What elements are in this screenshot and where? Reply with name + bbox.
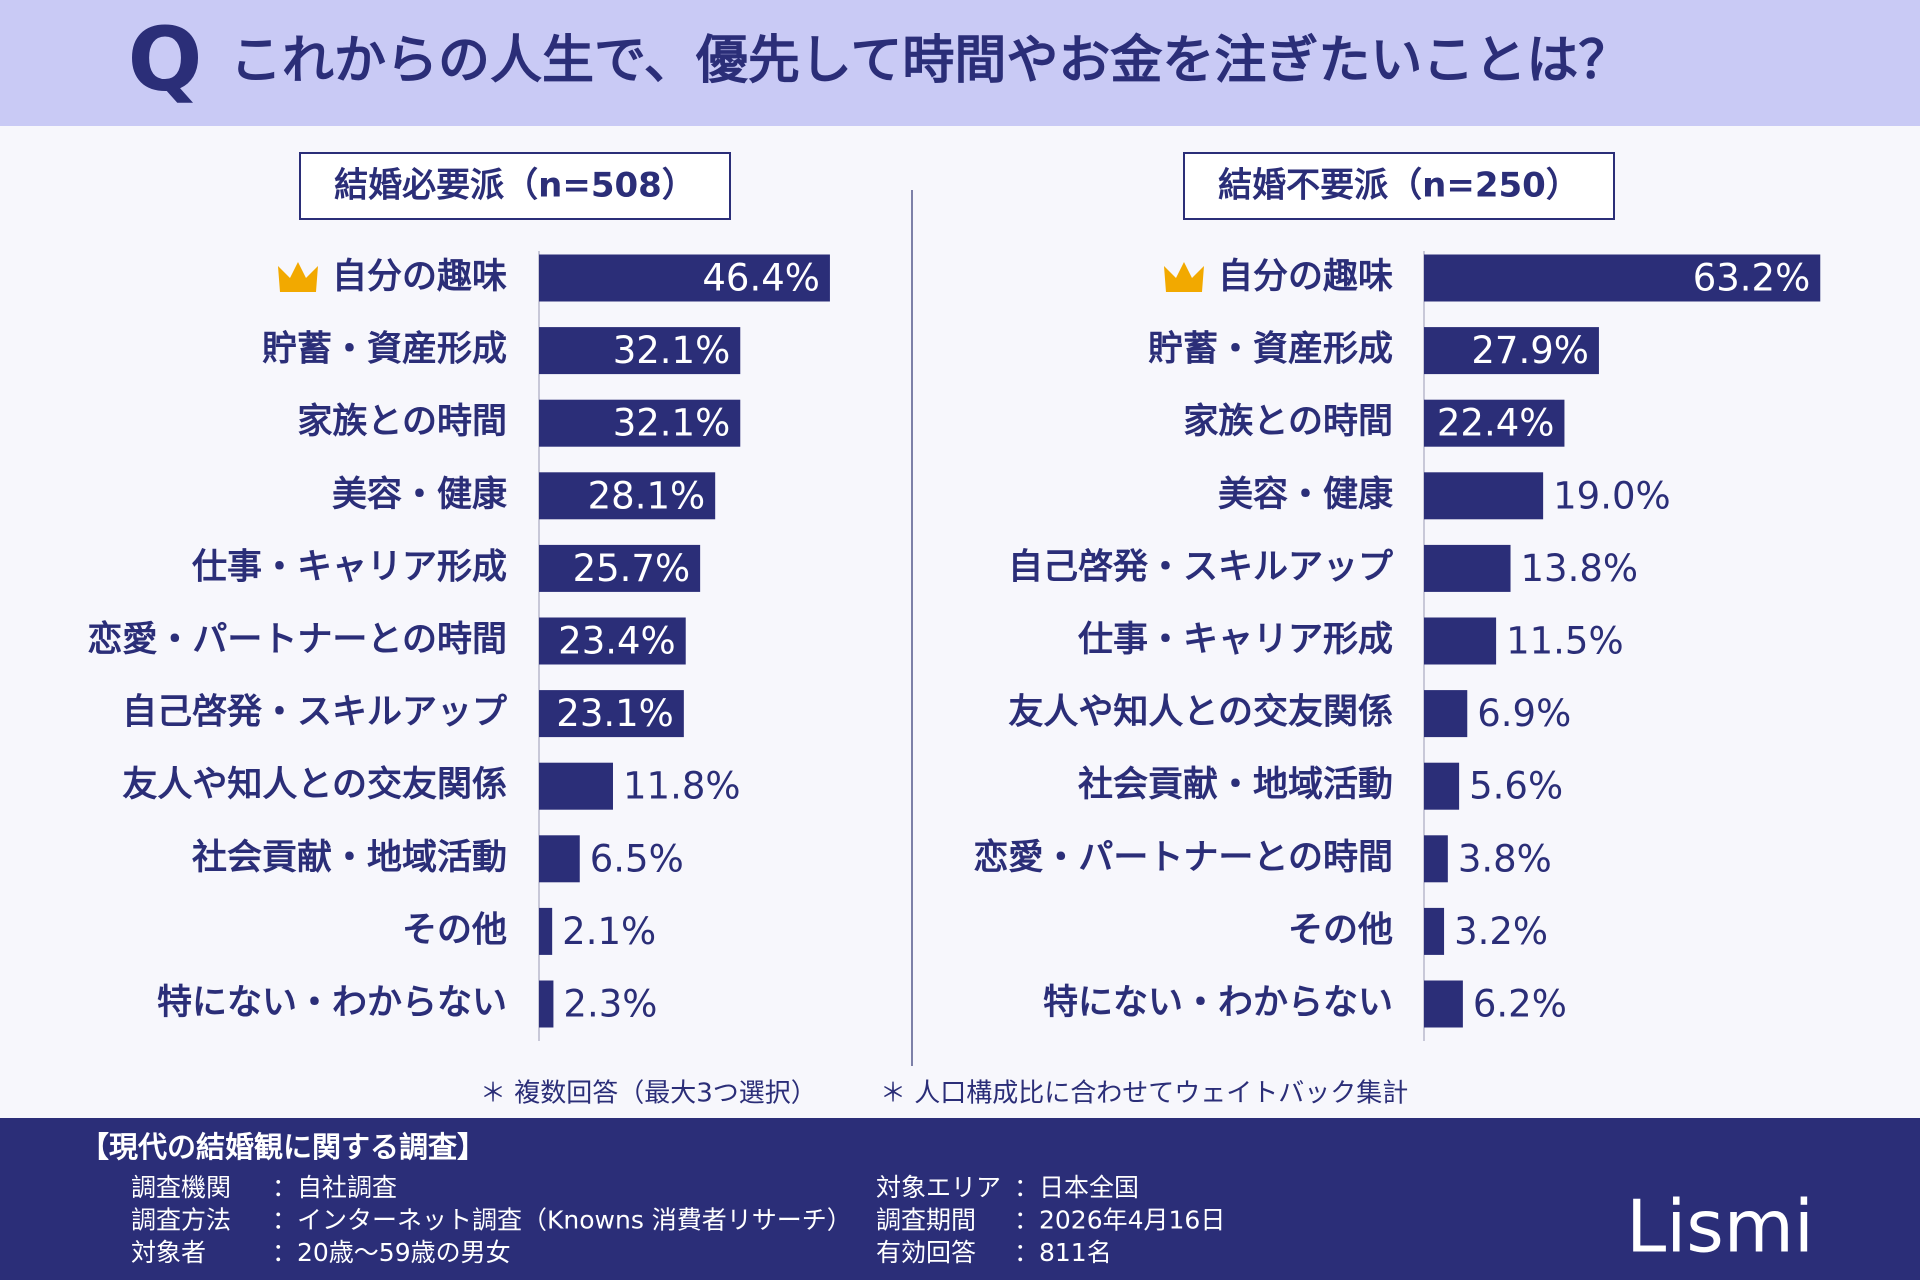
value-label: 6.9% — [1477, 692, 1571, 735]
value-label: 32.1% — [613, 329, 731, 372]
category-label: 美容・健康 — [1218, 474, 1393, 515]
bar — [1424, 399, 1565, 447]
panel-title-box — [1183, 152, 1615, 220]
bar — [1424, 254, 1821, 302]
category-label: 恋愛・パートナーとの時間 — [973, 837, 1393, 878]
crown-icon — [277, 262, 318, 292]
category-label: 自己啓発・スキルアップ — [122, 693, 507, 733]
category-label: 仕事・キャリア形成 — [192, 547, 507, 587]
note: ＊ 複数回答（最大3つ選択） — [480, 1079, 817, 1109]
bar — [1424, 327, 1599, 375]
value-label: 11.8% — [623, 765, 741, 808]
value-label: 28.1% — [588, 474, 706, 517]
bar — [1424, 472, 1544, 520]
header-band — [0, 0, 1920, 126]
value-label: 25.7% — [573, 547, 691, 590]
bar — [539, 544, 701, 592]
category-label: 仕事・キャリア形成 — [1078, 620, 1393, 660]
survey-label: 調査方法 — [131, 1206, 231, 1235]
category-label: 社会貢献・地域活動 — [1078, 765, 1393, 805]
bar — [539, 399, 741, 447]
bar — [1424, 762, 1460, 810]
value-label: 6.2% — [1473, 983, 1567, 1026]
value-label: 3.2% — [1454, 910, 1548, 953]
panel-title: 結婚必要派（n=508） — [334, 166, 696, 206]
category-label: 友人や知人との交友関係 — [122, 764, 507, 805]
survey-label: 調査期間 — [876, 1206, 976, 1235]
footer-band — [0, 1118, 1920, 1280]
category-label: 友人や知人との交友関係 — [1008, 692, 1393, 733]
value-label: 2.3% — [563, 983, 657, 1026]
category-label: 特にない・わからない — [1043, 983, 1393, 1023]
value-label: 63.2% — [1693, 257, 1811, 300]
crown-icon — [1163, 262, 1204, 292]
bar — [1424, 980, 1463, 1028]
category-label: その他 — [402, 910, 507, 950]
survey-label: 調査機関 — [131, 1173, 231, 1202]
bar — [539, 980, 554, 1028]
category-label: その他 — [1288, 910, 1393, 950]
bar — [539, 472, 716, 520]
value-label: 27.9% — [1471, 329, 1589, 372]
survey-value: ：日本全国 — [1014, 1173, 1139, 1202]
value-label: 46.4% — [702, 257, 820, 300]
category-label: 家族との時間 — [1183, 402, 1393, 442]
category-label: 恋愛・パートナーとの時間 — [87, 619, 507, 660]
value-label: 5.6% — [1469, 765, 1563, 808]
value-label: 2.1% — [562, 910, 656, 953]
category-label: 美容・健康 — [332, 474, 507, 515]
value-label: 32.1% — [613, 402, 731, 445]
bar — [539, 254, 830, 302]
bar — [1424, 690, 1468, 738]
value-label: 11.5% — [1506, 620, 1624, 663]
survey-value: ：20歳～59歳の男女 — [272, 1238, 511, 1267]
page-title: これからの人生で、優先して時間やお金を注ぎたいことは？ — [230, 31, 1630, 91]
category-label: 自己啓発・スキルアップ — [1008, 547, 1393, 587]
bar — [539, 690, 684, 738]
value-label: 19.0% — [1553, 474, 1671, 517]
survey-label: 対象エリア — [876, 1173, 1001, 1202]
survey-title: 【現代の結婚観に関する調査】 — [80, 1130, 486, 1164]
bar — [1424, 617, 1497, 665]
panel-title-box — [299, 152, 731, 220]
bar — [1424, 544, 1511, 592]
bar — [539, 617, 686, 665]
value-label: 23.4% — [558, 620, 676, 663]
bar — [539, 762, 613, 810]
bar — [539, 835, 580, 883]
bar — [539, 907, 553, 955]
value-label: 13.8% — [1521, 547, 1639, 590]
survey-label: 有効回答 — [876, 1238, 976, 1267]
panel-title: 結婚不要派（n=250） — [1218, 166, 1580, 206]
value-label: 22.4% — [1437, 402, 1555, 445]
category-label: 特にない・わからない — [157, 983, 507, 1023]
category-label: 家族との時間 — [297, 402, 507, 442]
category-label: 社会貢献・地域活動 — [192, 838, 507, 878]
value-label: 6.5% — [590, 837, 684, 880]
survey-value: ：インターネット調査（Knowns 消費者リサーチ） — [272, 1206, 852, 1235]
survey-value: ：2026年4月16日 — [1014, 1206, 1225, 1235]
note: ＊ 人口構成比に合わせてウェイトバック集計 — [880, 1079, 1408, 1109]
bar — [1424, 907, 1445, 955]
bar — [1424, 835, 1448, 883]
category-label: 貯蓄・資産形成 — [1148, 330, 1393, 370]
survey-value: ：自社調査 — [272, 1173, 397, 1202]
q-mark: Q — [128, 8, 203, 111]
value-label: 3.8% — [1458, 837, 1552, 880]
survey-label: 対象者 — [131, 1238, 206, 1267]
logo: Lismi — [1626, 1185, 1814, 1269]
bar — [539, 327, 741, 375]
value-label: 23.1% — [556, 692, 674, 735]
category-label: 自分の趣味 — [1218, 257, 1393, 297]
category-label: 貯蓄・資産形成 — [262, 330, 507, 370]
survey-value: ：811名 — [1014, 1238, 1112, 1267]
category-label: 自分の趣味 — [332, 257, 507, 297]
